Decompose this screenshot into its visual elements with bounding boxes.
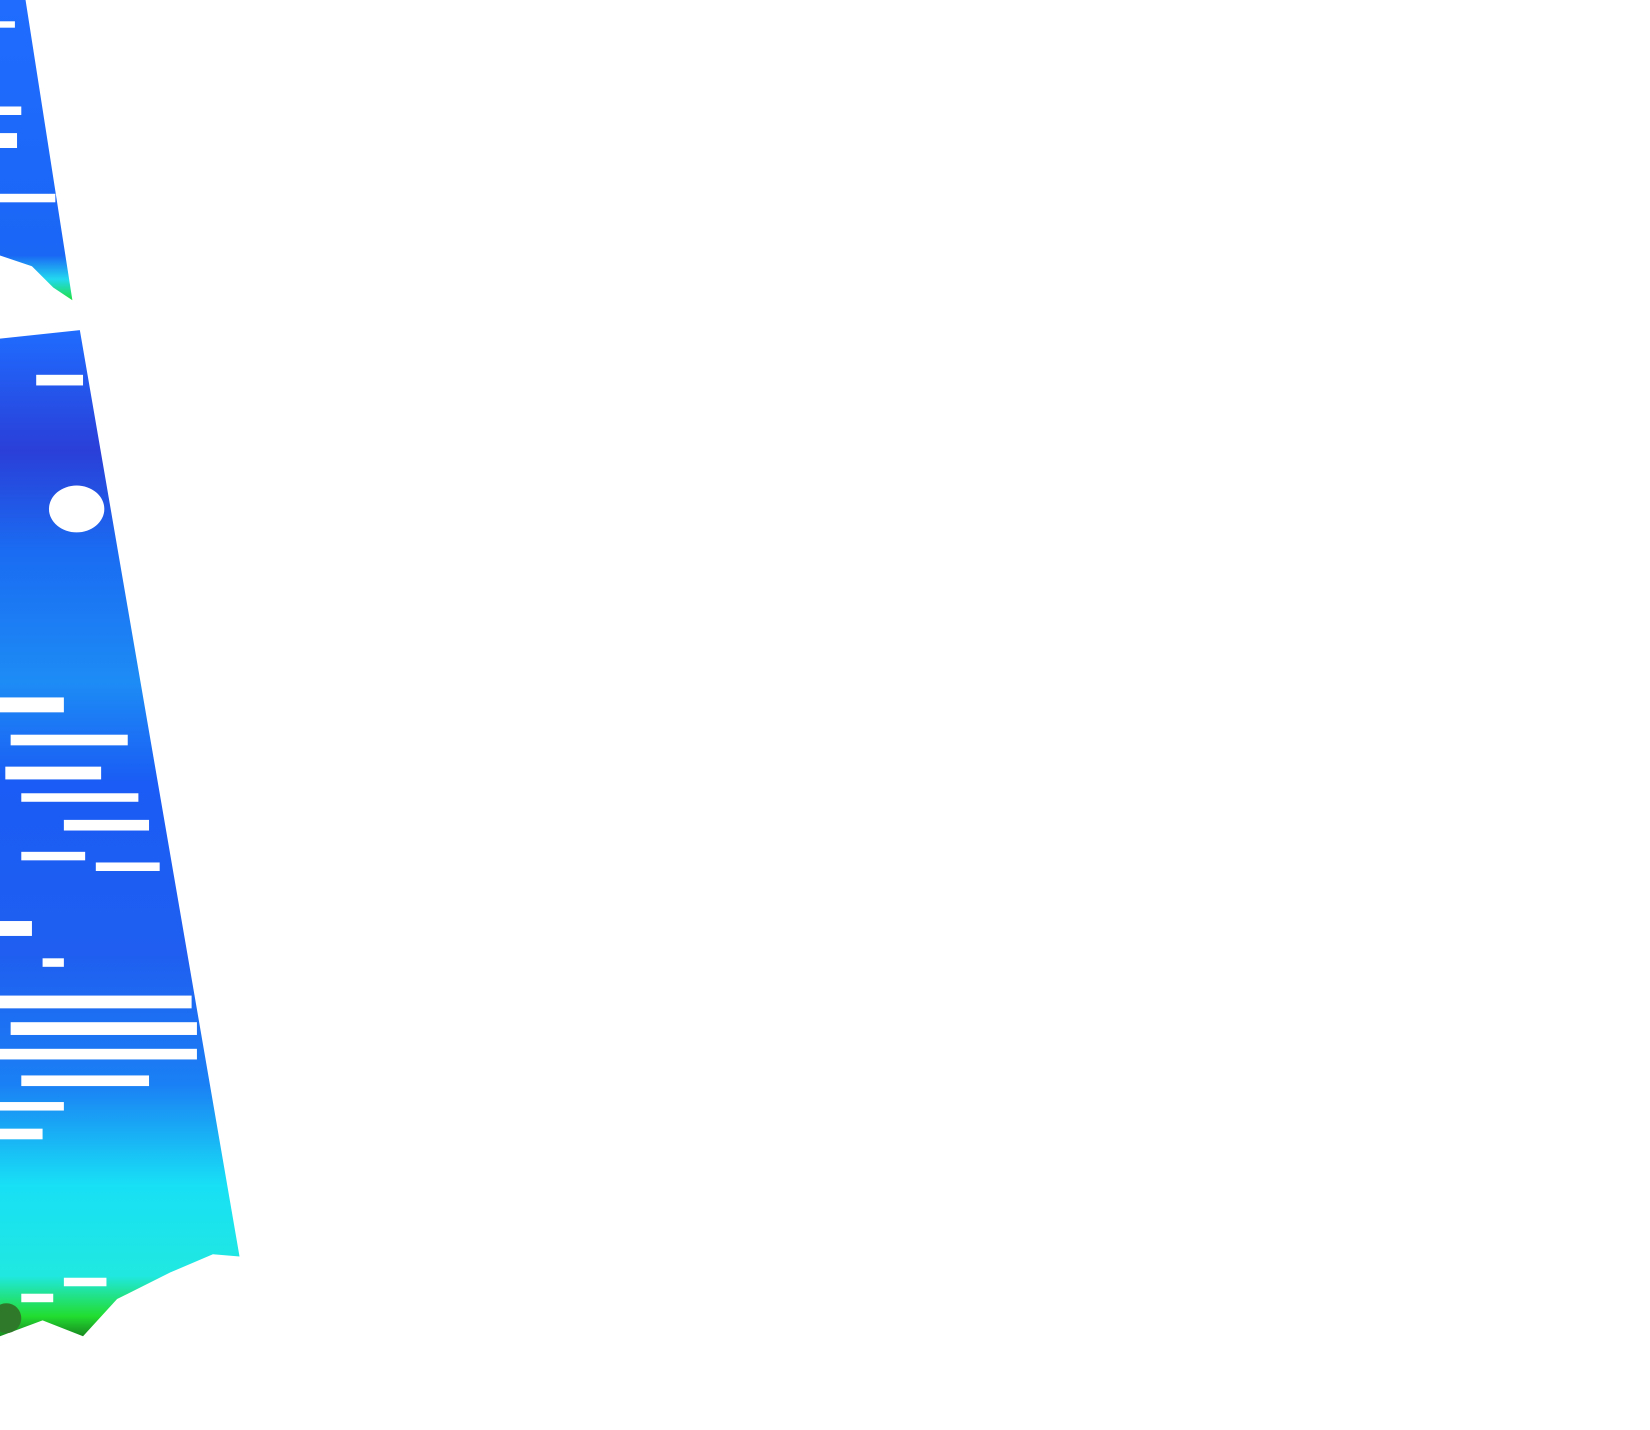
swath-segment [0,330,240,1337]
gap [48,485,105,533]
gap [21,793,139,802]
gap [63,1277,107,1287]
gap [21,1075,150,1087]
gap [63,819,150,831]
gap [0,697,64,713]
gap [0,21,15,28]
gap [5,766,102,780]
gap [95,862,160,871]
land-patch [0,1303,22,1334]
gap [10,1022,197,1035]
gap [0,995,192,1009]
gap [0,1102,64,1111]
gap [21,1293,54,1303]
gap [21,851,86,861]
gap [0,193,56,203]
gap [0,921,32,936]
cloud-gaps [0,21,197,1303]
gap [0,106,22,115]
gap [36,374,84,386]
gap [42,958,64,967]
gap [10,734,128,746]
gap [0,133,18,149]
swath-segment [0,0,73,301]
gap [0,1128,43,1140]
gap [0,1048,197,1060]
